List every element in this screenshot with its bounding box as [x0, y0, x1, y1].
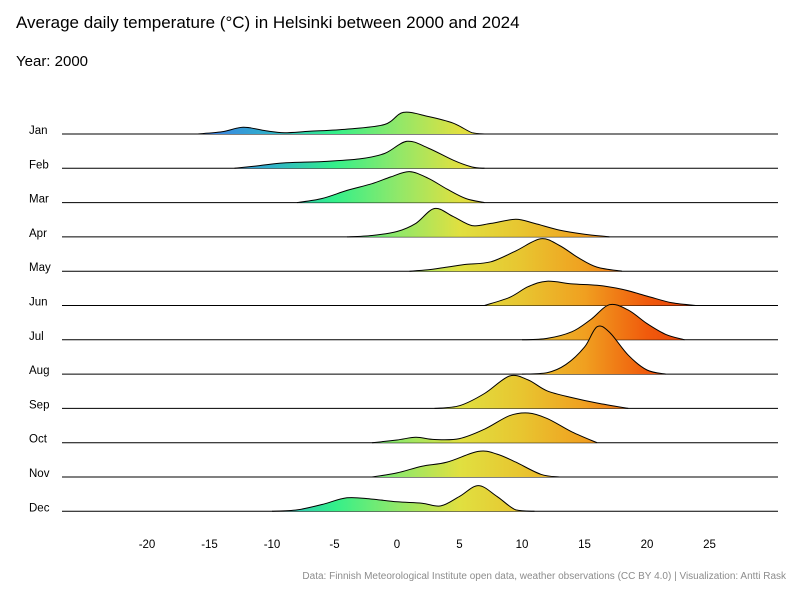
ridge-fill-mar: [297, 171, 485, 203]
x-tick-label: 0: [394, 539, 400, 551]
ridge-fill-dec: [272, 485, 535, 512]
month-label-nov: Nov: [29, 468, 50, 480]
ridge-fill-oct: [372, 412, 597, 443]
x-tick-label: 20: [641, 539, 654, 551]
ridge-fill-jun: [484, 281, 697, 306]
ridge-fill-aug: [522, 325, 666, 375]
x-tick-label: 15: [578, 539, 591, 551]
ridge-fill-feb: [234, 141, 485, 169]
x-tick-label: 25: [703, 539, 716, 551]
month-label-feb: Feb: [29, 159, 49, 171]
x-tick-label: 5: [456, 539, 462, 551]
ridge-outline-feb: [234, 140, 485, 169]
x-tick-label: -15: [201, 539, 218, 551]
month-label-sep: Sep: [29, 399, 49, 411]
chart-subtitle: Year: 2000: [16, 53, 89, 70]
month-label-mar: Mar: [29, 194, 49, 206]
x-tick-label: -10: [264, 539, 281, 551]
ridge-fill-apr: [347, 208, 610, 237]
month-label-oct: Oct: [29, 434, 48, 446]
month-label-jan: Jan: [29, 125, 48, 137]
ridge-outline-may: [409, 238, 623, 272]
x-tick-label: -20: [139, 539, 156, 551]
ridge-fill-jul: [522, 304, 685, 340]
month-label-apr: Apr: [29, 228, 47, 240]
x-axis: -20 -15 -10 -5 0 5 10 15 20 25: [139, 539, 716, 551]
chart-title: Average daily temperature (°C) in Helsin…: [16, 13, 520, 32]
ridge-outline-jan: [196, 111, 485, 135]
ridges-group: [62, 111, 778, 512]
ridge-outline-sep: [434, 374, 629, 409]
x-tick-label: -5: [329, 539, 339, 551]
ridge-outline-dec: [271, 485, 535, 512]
ridge-outline-aug: [521, 325, 666, 375]
ridge-outline-apr: [346, 207, 610, 238]
ridge-outline-jul: [521, 303, 685, 341]
chart-caption: Data: Finnish Meteorological Institute o…: [302, 571, 786, 582]
month-label-jul: Jul: [29, 331, 44, 343]
month-label-may: May: [29, 262, 51, 274]
ridge-outline-mar: [296, 171, 485, 204]
ridge-outline-nov: [371, 450, 560, 478]
month-label-jun: Jun: [29, 297, 48, 309]
ridge-fill-may: [409, 238, 622, 272]
ridge-fill-jan: [197, 112, 485, 134]
month-labels-group: Jan Feb Mar Apr May Jun Jul Aug Sep Oct Nov Dec: [29, 125, 51, 514]
month-label-dec: Dec: [29, 502, 50, 514]
ridge-outline-oct: [371, 412, 598, 444]
ridge-fill-sep: [434, 375, 629, 409]
ridge-fill-nov: [372, 450, 560, 477]
ridge-outline-jun: [484, 280, 698, 306]
month-label-aug: Aug: [29, 365, 49, 377]
x-tick-label: 10: [516, 539, 529, 551]
